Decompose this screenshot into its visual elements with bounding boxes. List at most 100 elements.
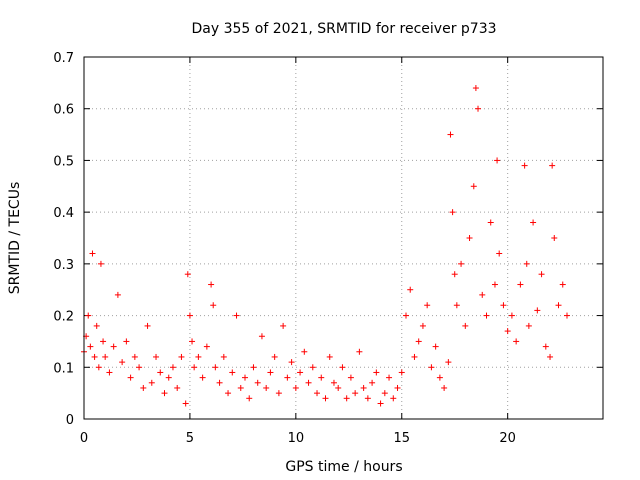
data-point (415, 338, 422, 345)
data-point (462, 322, 469, 329)
y-tick-label: 0.1 (53, 361, 74, 376)
data-point (95, 364, 102, 371)
data-point (195, 353, 202, 360)
data-point (470, 183, 477, 190)
data-point (174, 384, 181, 391)
data-point (343, 395, 350, 402)
data-point (102, 353, 109, 360)
data-point (381, 390, 388, 397)
data-point (318, 374, 325, 381)
data-point (483, 312, 490, 319)
data-point (314, 390, 321, 397)
data-point (525, 322, 532, 329)
data-point (288, 359, 295, 366)
y-axis-label: SRMTID / TECUs (7, 182, 23, 295)
data-point (85, 312, 92, 319)
x-axis-label: GPS time / hours (285, 459, 402, 475)
data-point (538, 271, 545, 278)
data-point (305, 379, 312, 386)
data-point (216, 379, 223, 386)
data-point (491, 281, 498, 288)
data-point (186, 312, 193, 319)
data-point (398, 369, 405, 376)
data-point (441, 384, 448, 391)
data-point (487, 219, 494, 226)
y-tick-label: 0.4 (53, 206, 74, 221)
data-point (199, 374, 206, 381)
y-tick-label: 0 (66, 413, 74, 428)
data-point (106, 369, 113, 376)
axis-ticks: 0 0.1 0.2 0.3 0.4 0.5 0.6 0.7 0 5 10 15 20 (53, 51, 603, 446)
data-point (436, 374, 443, 381)
data-point (284, 374, 291, 381)
data-point (377, 400, 384, 407)
data-point (530, 219, 537, 226)
data-point (119, 359, 126, 366)
data-point (451, 271, 458, 278)
data-point (504, 328, 511, 335)
data-point (339, 364, 346, 371)
data-point (114, 291, 121, 298)
data-point (411, 353, 418, 360)
data-point (131, 353, 138, 360)
data-point (89, 250, 96, 257)
data-point (225, 390, 232, 397)
data-point (263, 384, 270, 391)
data-point (386, 374, 393, 381)
data-point (275, 390, 282, 397)
data-point (563, 312, 570, 319)
data-point (178, 353, 185, 360)
grid-lines (84, 57, 603, 419)
data-point (445, 359, 452, 366)
data-point (352, 390, 359, 397)
data-point (547, 353, 554, 360)
data-point (87, 343, 94, 350)
data-point (390, 395, 397, 402)
data-point (326, 353, 333, 360)
data-point (220, 353, 227, 360)
y-tick-label: 0.6 (53, 103, 74, 118)
data-point (394, 384, 401, 391)
data-point (373, 369, 380, 376)
data-point (309, 364, 316, 371)
data-point (203, 343, 210, 350)
data-point (447, 131, 454, 138)
data-point (184, 271, 191, 278)
x-tick-label: 5 (186, 431, 194, 446)
data-point (517, 281, 524, 288)
plot-frame (83, 56, 604, 420)
data-point (549, 162, 556, 169)
data-point (91, 353, 98, 360)
data-point (100, 338, 107, 345)
data-point (449, 209, 456, 216)
data-point (127, 374, 134, 381)
data-point (322, 395, 329, 402)
data-point (123, 338, 130, 345)
data-point (169, 364, 176, 371)
data-point (551, 235, 558, 241)
x-tick-label: 15 (393, 431, 410, 446)
data-point (297, 369, 304, 376)
data-point (521, 162, 528, 169)
data-point (153, 353, 160, 360)
data-point (402, 312, 409, 319)
data-point (233, 312, 240, 319)
data-point (466, 235, 473, 241)
data-point (301, 348, 308, 355)
data-point (280, 322, 287, 329)
data-point (97, 260, 104, 267)
y-tick-label: 0.5 (53, 154, 74, 169)
data-point (559, 281, 566, 288)
data-point (212, 364, 219, 371)
data-point (458, 260, 465, 267)
data-point (271, 353, 278, 360)
data-point (508, 312, 515, 319)
x-tick-label: 0 (80, 431, 88, 446)
data-point (144, 322, 151, 329)
data-point (246, 395, 253, 402)
data-point (500, 302, 507, 309)
data-point (182, 400, 189, 407)
data-point (93, 322, 100, 329)
data-point (140, 384, 147, 391)
y-tick-label: 0.7 (53, 51, 74, 66)
